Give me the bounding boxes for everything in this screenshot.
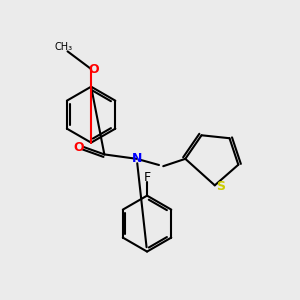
Text: O: O xyxy=(73,141,84,154)
Text: N: N xyxy=(132,152,142,165)
Text: O: O xyxy=(89,62,99,76)
Text: CH₃: CH₃ xyxy=(54,42,72,52)
Text: F: F xyxy=(143,171,151,184)
Text: S: S xyxy=(216,180,225,193)
